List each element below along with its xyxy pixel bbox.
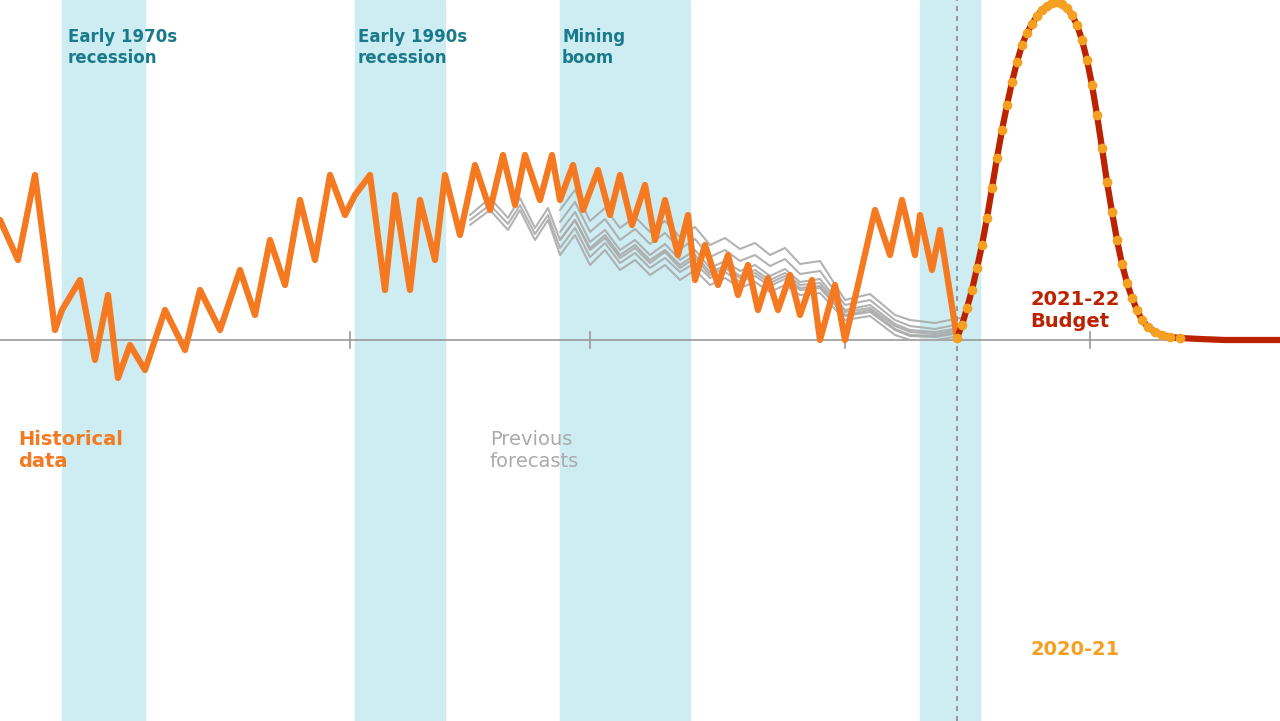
Text: Previous
forecasts: Previous forecasts — [490, 430, 580, 471]
Bar — [561, 0, 690, 721]
Text: Early 1990s
recession: Early 1990s recession — [358, 28, 467, 67]
Bar — [920, 0, 980, 721]
Text: Historical
data: Historical data — [18, 430, 123, 471]
Bar — [355, 0, 445, 721]
Text: 2021-22
Budget: 2021-22 Budget — [1030, 290, 1120, 331]
Bar — [61, 0, 145, 721]
Text: 2020-21: 2020-21 — [1030, 640, 1119, 659]
Text: Early 1970s
recession: Early 1970s recession — [68, 28, 177, 67]
Text: Mining
boom: Mining boom — [562, 28, 625, 67]
